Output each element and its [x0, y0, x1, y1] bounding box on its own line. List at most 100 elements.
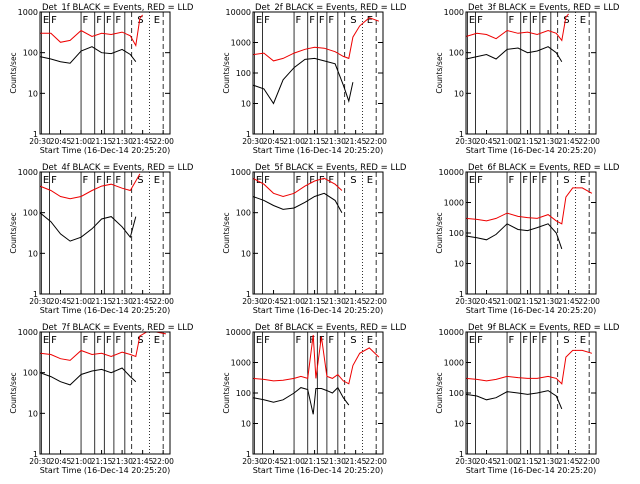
interval-marker-label: F	[264, 335, 270, 346]
y-tick-label: 100	[23, 209, 38, 218]
panel-title: Det_4f BLACK = Events, RED = LLD	[42, 163, 194, 173]
y-tick-label: 1000	[231, 168, 251, 177]
series-line-events	[465, 46, 563, 62]
plot-frame	[39, 331, 171, 455]
interval-marker-label: E	[469, 15, 475, 26]
series-line-lld	[465, 187, 593, 225]
interval-marker-label: S	[350, 175, 356, 186]
x-tick-label: 22:00	[578, 457, 600, 466]
x-tick-label: 22:00	[152, 137, 174, 146]
y-axis-label: Counts/sec	[9, 212, 18, 253]
y-tick-label: 10	[241, 420, 251, 429]
interval-marker-label: F	[106, 15, 112, 26]
x-tick-label: 21:00	[283, 457, 305, 466]
interval-marker-label: F	[106, 335, 112, 346]
x-axis-label: Start Time (16-Dec-14 20:25:20)	[40, 466, 171, 475]
y-tick-label: 100	[449, 229, 464, 238]
interval-marker-label: F	[319, 175, 325, 186]
interval-marker-label: S	[350, 335, 356, 346]
y-tick-label: 10	[28, 249, 38, 258]
y-tick-label: 1	[246, 130, 251, 139]
x-tick-label: 20:45	[476, 137, 498, 146]
interval-marker-label: E	[43, 335, 49, 346]
y-tick-label: 1000	[444, 359, 464, 368]
interval-marker-label: F	[509, 175, 515, 186]
x-tick-label: 22:00	[365, 297, 387, 306]
x-tick-label: 21:30	[111, 137, 133, 146]
interval-marker-label: E	[154, 175, 160, 186]
x-tick-label: 22:00	[152, 297, 174, 306]
x-tick-label: 21:00	[496, 137, 518, 146]
y-tick-label: 10	[241, 100, 251, 109]
x-tick-label: 21:00	[70, 457, 92, 466]
y-tick-label: 100	[236, 389, 251, 398]
y-tick-label: 1	[246, 450, 251, 459]
interval-marker-label: F	[296, 175, 302, 186]
series-line-lld	[465, 349, 593, 385]
x-tick-label: 22:00	[365, 457, 387, 466]
plot-frame	[39, 171, 171, 295]
x-tick-label: 21:00	[283, 137, 305, 146]
x-tick-label: 21:15	[517, 457, 539, 466]
y-tick-label: 1000	[231, 39, 251, 48]
interval-marker-label: E	[154, 335, 160, 346]
y-tick-label: 1	[33, 290, 38, 299]
plot-frame	[252, 331, 384, 455]
plot-frame	[39, 11, 171, 135]
interval-marker-label: F	[509, 335, 515, 346]
y-tick-label: 10	[454, 260, 464, 269]
x-tick-label: 22:00	[578, 297, 600, 306]
x-tick-label: 21:00	[496, 457, 518, 466]
x-tick-label: 21:15	[91, 137, 113, 146]
interval-marker-label: E	[580, 175, 586, 186]
y-tick-label: 100	[236, 69, 251, 78]
x-tick-label: 21:15	[91, 457, 113, 466]
y-tick-label: 1	[246, 290, 251, 299]
interval-marker-label: E	[367, 175, 373, 186]
x-tick-label: 20:45	[50, 297, 72, 306]
x-tick-label: 21:45	[558, 457, 580, 466]
interval-marker-label: E	[367, 335, 373, 346]
interval-marker-label: F	[541, 335, 547, 346]
interval-marker-label: F	[509, 15, 515, 26]
interval-marker-label: S	[563, 335, 569, 346]
panel-title: Det_6f BLACK = Events, RED = LLD	[468, 163, 620, 173]
interval-marker-label: F	[532, 15, 538, 26]
y-axis-label: Counts/sec	[9, 52, 18, 93]
plot-frame	[252, 171, 384, 295]
y-tick-label: 10000	[226, 8, 251, 17]
x-tick-label: 21:00	[283, 297, 305, 306]
interval-marker-label: E	[469, 175, 475, 186]
interval-marker-label: E	[43, 175, 49, 186]
series-line-lld	[252, 334, 380, 385]
x-tick-label: 21:30	[111, 457, 133, 466]
y-axis-label: Counts/sec	[222, 212, 231, 253]
series-line-lld	[252, 177, 343, 198]
y-tick-label: 100	[236, 209, 251, 218]
interval-marker-label: F	[541, 175, 547, 186]
interval-marker-label: F	[532, 175, 538, 186]
x-tick-label: 22:00	[365, 137, 387, 146]
interval-marker-label: E	[256, 335, 262, 346]
series-line-events	[252, 192, 343, 213]
interval-marker-label: F	[477, 15, 483, 26]
interval-marker-label: E	[256, 15, 262, 26]
x-tick-label: 20:45	[263, 137, 285, 146]
x-tick-label: 21:15	[517, 137, 539, 146]
y-tick-label: 1000	[231, 359, 251, 368]
interval-marker-label: F	[51, 15, 57, 26]
x-tick-label: 21:15	[517, 297, 539, 306]
y-axis-label: Counts/sec	[435, 212, 444, 253]
x-tick-label: 20:30	[29, 457, 51, 466]
series-line-lld	[39, 331, 166, 361]
interval-marker-label: E	[469, 335, 475, 346]
series-line-events	[465, 390, 563, 410]
x-tick-label: 21:00	[496, 297, 518, 306]
y-axis-label: Counts/sec	[9, 372, 18, 413]
interval-marker-label: F	[477, 175, 483, 186]
series-line-lld	[465, 13, 569, 42]
x-tick-label: 20:30	[29, 297, 51, 306]
panel-title: Det_1f BLACK = Events, RED = LLD	[42, 3, 194, 13]
